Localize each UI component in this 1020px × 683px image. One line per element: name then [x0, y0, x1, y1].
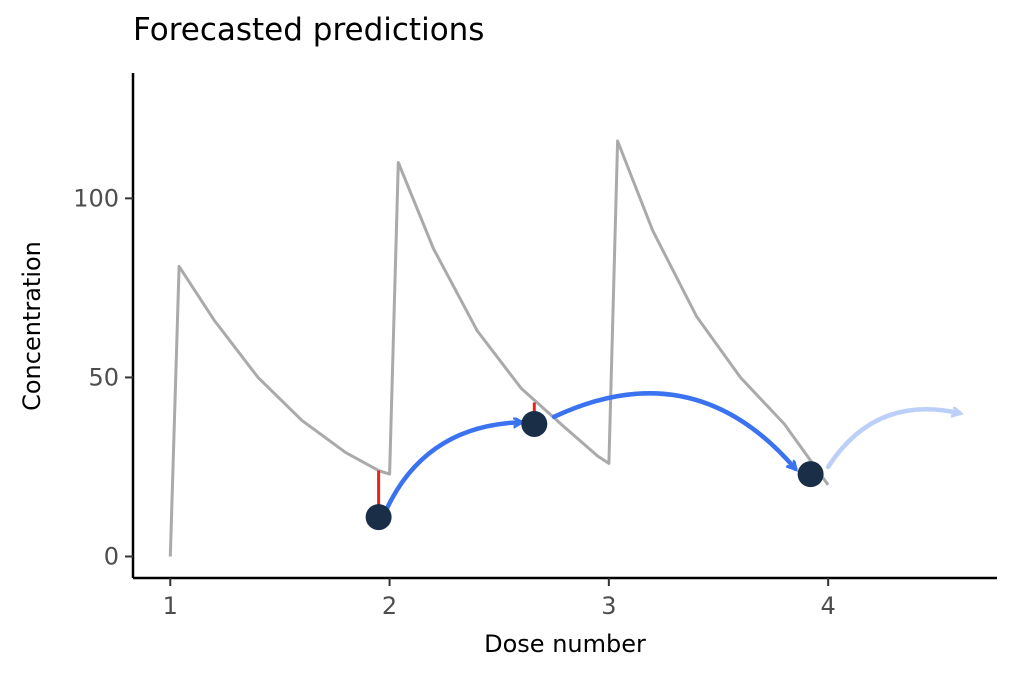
forecast-arrow-2 — [825, 409, 960, 470]
x-axis-label: Dose number — [484, 630, 646, 658]
observation-point-1 — [521, 410, 548, 437]
x-tick-label: 4 — [821, 592, 836, 620]
y-tick-label: 100 — [73, 184, 119, 212]
forecast-arrow-1 — [551, 391, 795, 468]
y-tick-label: 0 — [104, 543, 119, 571]
x-tick-label: 3 — [601, 592, 616, 620]
plot-area — [168, 139, 960, 557]
chart-title: Forecasted predictions — [133, 12, 485, 48]
observation-point-2 — [797, 461, 824, 488]
y-axis-label: Concentration — [18, 241, 46, 411]
observation-point-0 — [365, 504, 392, 531]
x-tick-label: 2 — [382, 592, 397, 620]
y-axis-ticks: 0 50 100 — [73, 184, 133, 571]
y-tick-label: 50 — [88, 363, 119, 391]
forecast-arrow-0 — [380, 422, 521, 520]
x-axis-ticks: 1 2 3 4 — [163, 578, 836, 620]
concentration-curve-0 — [168, 139, 830, 557]
x-tick-label: 1 — [163, 592, 178, 620]
